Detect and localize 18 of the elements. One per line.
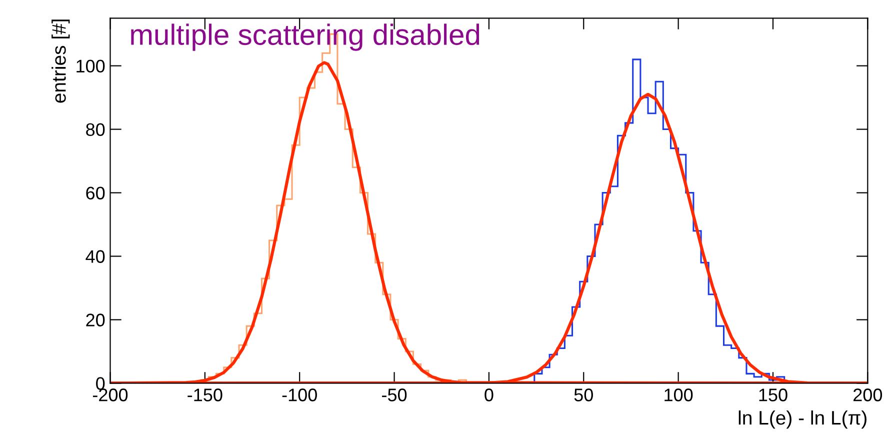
x-tick-label: 150 <box>759 388 788 402</box>
y-tick-label: 80 <box>86 123 105 136</box>
x-tick-label: 100 <box>664 388 693 402</box>
x-tick-label: -100 <box>282 388 317 402</box>
y-tick-label: 20 <box>86 314 105 326</box>
y-tick-label: 40 <box>86 250 105 263</box>
x-tick-label: 0 <box>484 388 494 402</box>
x-tick-label: -50 <box>382 388 407 402</box>
y-tick-label: 0 <box>96 377 105 390</box>
x-tick-label: 50 <box>574 388 593 402</box>
y-tick-label: 100 <box>76 60 105 73</box>
x-tick-label: -150 <box>188 388 222 402</box>
y-axis-title: entries [#] <box>52 20 70 103</box>
y-tick-label: 60 <box>86 186 105 200</box>
x-tick-label: -200 <box>92 388 128 402</box>
x-tick-label: 200 <box>854 388 882 402</box>
x-axis-title: ln L(e) - ln L(π) <box>738 410 866 429</box>
annotation: multiple scattering disabled <box>131 24 480 51</box>
